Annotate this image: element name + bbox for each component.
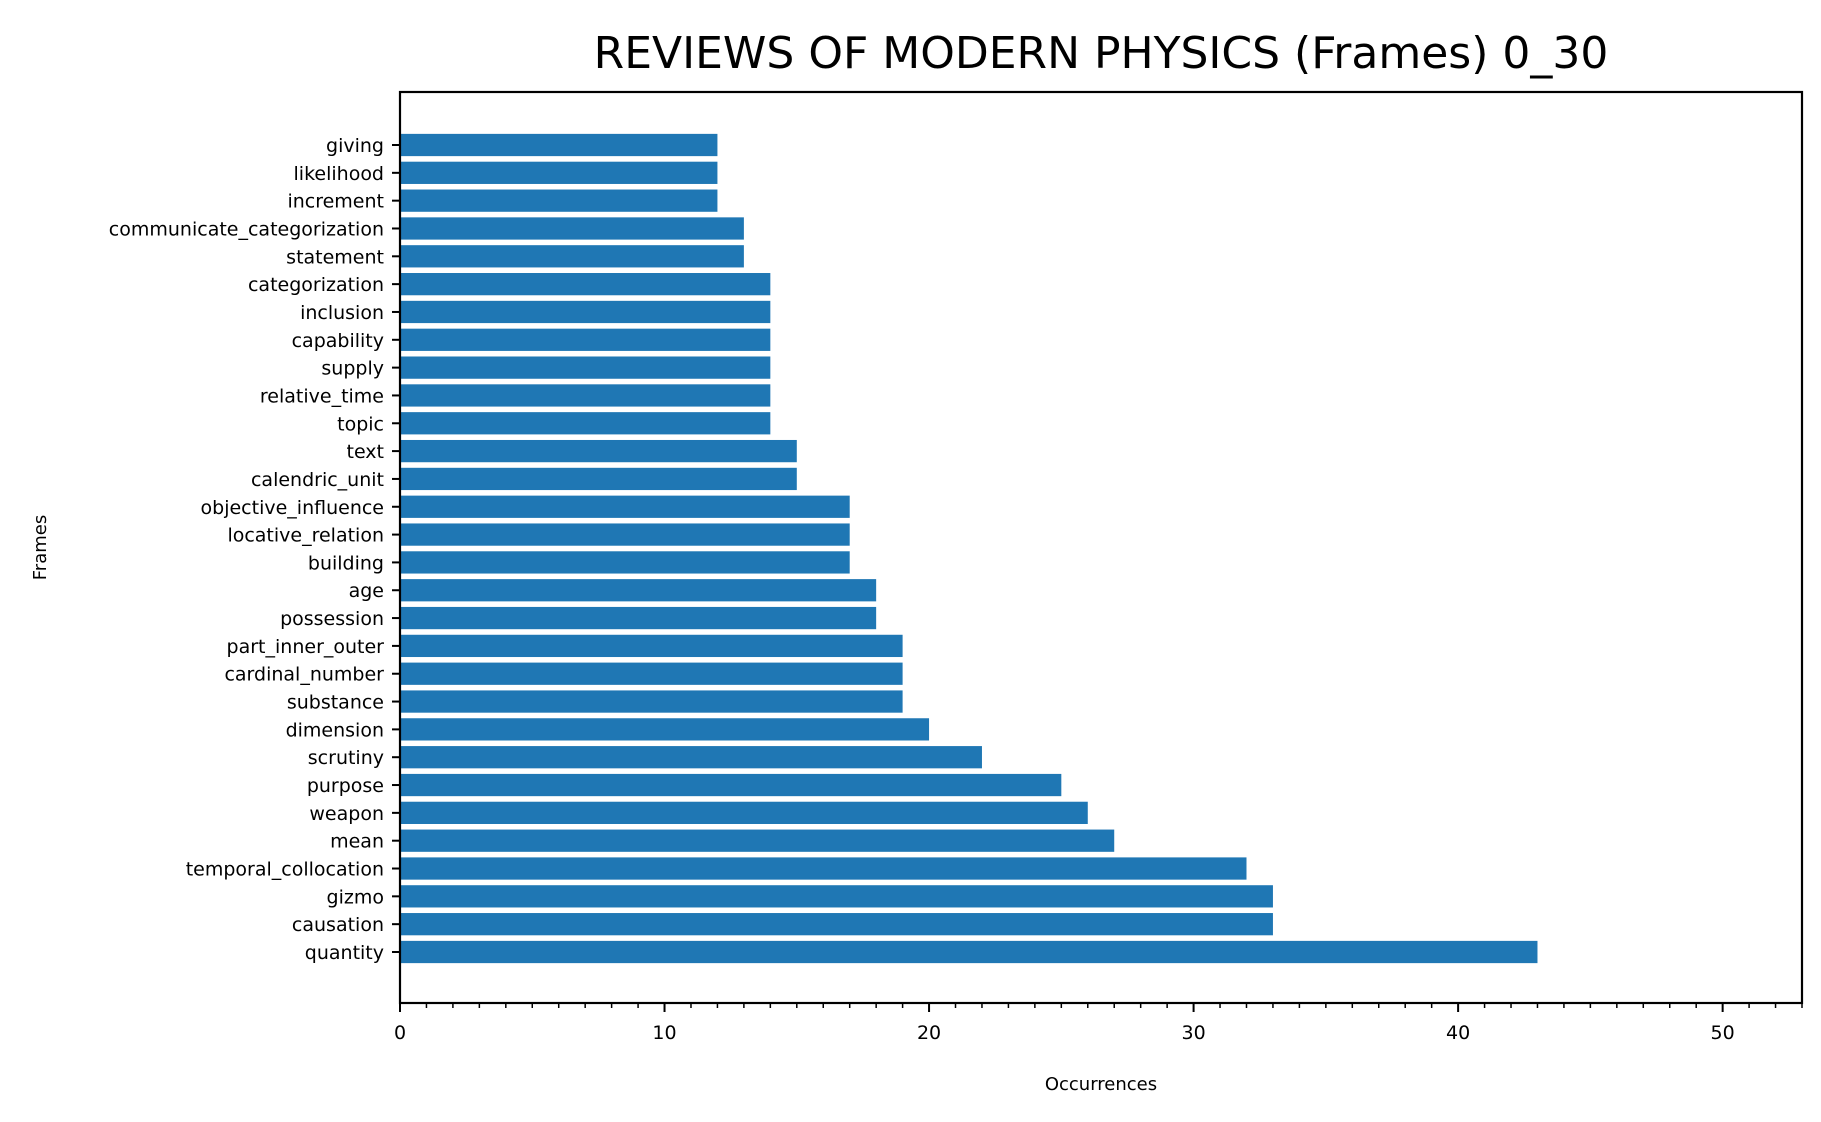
y-tick-label-purpose: purpose [307,775,384,797]
bar-substance [400,690,903,713]
bar-communicate_categorization [400,217,744,240]
bar-dimension [400,718,930,741]
y-tick-label-age: age [349,580,384,602]
x-tick-label-30: 30 [1181,1022,1205,1044]
bar-relative_time [400,384,771,407]
bar-cardinal_number [400,662,903,685]
bar-statement [400,245,744,268]
y-tick-label-inclusion: inclusion [300,302,384,324]
bar-causation [400,913,1273,936]
x-axis-ticks: 0 10 20 30 40 50 [394,1003,1803,1044]
bar-capability [400,328,771,351]
y-tick-label-possession: possession [280,608,384,630]
y-tick-label-objective_influence: objective_influence [201,497,384,519]
y-tick-label-temporal_collocation: temporal_collocation [186,859,384,881]
y-tick-label-supply: supply [321,358,384,380]
y-tick-label-scrutiny: scrutiny [308,747,384,769]
bar-quantity [400,940,1538,964]
plot-frame [398,90,1804,1005]
bar-part_inner_outer [400,634,903,658]
y-tick-label-relative_time: relative_time [260,385,384,407]
bar-giving [400,133,718,157]
y-tick-label-giving: giving [326,135,384,157]
y-tick-label-building: building [308,552,384,574]
bar-mean [400,829,1115,852]
bar-likelihood [400,161,718,184]
y-tick-label-increment: increment [287,191,384,213]
y-tick-label-topic: topic [337,413,384,435]
bar-weapon [400,801,1088,824]
y-tick-label-substance: substance [287,692,384,714]
y-tick-label-statement: statement [286,246,384,268]
y-tick-label-mean: mean [330,831,384,853]
x-tick-label-10: 10 [652,1022,676,1044]
chart-title: REVIEWS OF MODERN PHYSICS (Frames) 0_30 [594,28,1609,79]
y-tick-label-gizmo: gizmo [327,886,384,908]
x-axis-label: Occurrences [1045,1074,1157,1095]
bar-scrutiny [400,746,982,769]
y-tick-label-locative_relation: locative_relation [227,525,384,547]
bar-topic [400,412,771,435]
x-tick-label-50: 50 [1711,1022,1735,1044]
y-tick-label-likelihood: likelihood [294,163,384,185]
y-tick-label-categorization: categorization [248,274,384,296]
bar-calendric_unit [400,467,797,491]
y-axis-ticks: quantity causation gizmo temporal_collocati… [109,135,400,964]
bars [400,133,1538,964]
y-tick-label-calendric_unit: calendric_unit [251,469,384,491]
y-tick-label-quantity: quantity [305,942,384,964]
y-tick-label-capability: capability [292,330,384,352]
bar-locative_relation [400,523,850,546]
bar-supply [400,356,771,379]
x-tick-label-0: 0 [394,1022,406,1044]
bar-temporal_collocation [400,857,1247,880]
y-tick-label-dimension: dimension [286,719,384,741]
bar-age [400,579,877,602]
bar-text [400,439,797,463]
bar-objective_influence [400,495,850,518]
y-tick-label-text: text [347,441,385,463]
x-tick-label-40: 40 [1446,1022,1470,1044]
y-tick-label-weapon: weapon [309,803,384,825]
bar-possession [400,606,877,630]
y-tick-label-cardinal_number: cardinal_number [224,664,384,686]
bar-building [400,551,850,574]
bar-gizmo [400,885,1273,908]
bar-inclusion [400,300,771,324]
bar-purpose [400,773,1062,797]
y-tick-label-causation: causation [292,914,384,936]
bar-categorization [400,273,771,296]
y-axis-label: Frames [30,515,51,580]
bar-increment [400,189,718,212]
y-tick-label-communicate_categorization: communicate_categorization [109,218,384,240]
y-tick-label-part_inner_outer: part_inner_outer [227,636,385,658]
x-tick-label-20: 20 [917,1022,941,1044]
